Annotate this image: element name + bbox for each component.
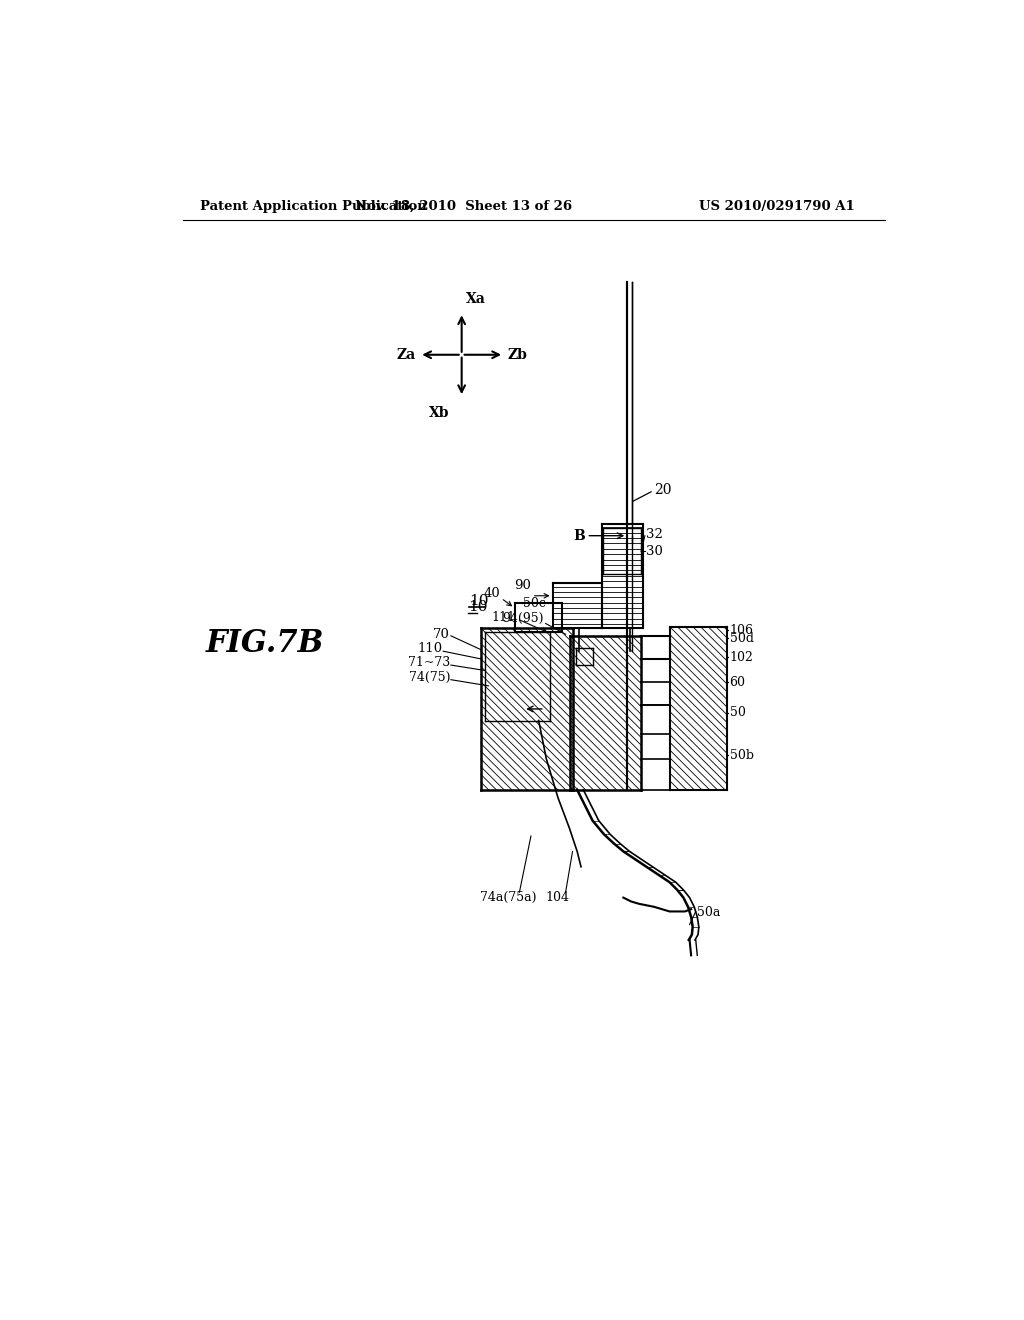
Text: 50d: 50d: [730, 631, 754, 644]
Text: US 2010/0291790 A1: US 2010/0291790 A1: [698, 199, 854, 213]
Text: 106: 106: [730, 624, 754, 638]
Text: 50a: 50a: [696, 907, 720, 920]
Text: 104: 104: [546, 891, 570, 904]
Text: 111: 111: [492, 611, 515, 624]
Text: 70: 70: [433, 628, 451, 640]
Text: Za: Za: [396, 347, 416, 362]
Text: Nov. 18, 2010  Sheet 13 of 26: Nov. 18, 2010 Sheet 13 of 26: [354, 199, 571, 213]
Text: 110: 110: [418, 643, 442, 656]
Text: Xb: Xb: [429, 407, 450, 420]
Text: 74(75): 74(75): [409, 671, 451, 684]
Text: 102: 102: [730, 651, 754, 664]
Text: 50: 50: [730, 706, 745, 719]
Text: 32: 32: [646, 528, 664, 541]
Text: 94(95): 94(95): [503, 612, 544, 626]
Text: 50c: 50c: [523, 597, 546, 610]
Text: Zb: Zb: [508, 347, 527, 362]
Text: B: B: [573, 529, 585, 543]
Text: Patent Application Publication: Patent Application Publication: [200, 199, 427, 213]
Text: 50b: 50b: [730, 748, 754, 762]
Text: 10: 10: [468, 599, 487, 614]
Text: 71~73: 71~73: [408, 656, 451, 669]
Text: Xa: Xa: [466, 292, 485, 306]
Text: 20: 20: [654, 483, 672, 496]
Text: 30: 30: [646, 545, 664, 557]
Text: 74a(75a): 74a(75a): [479, 891, 537, 904]
Text: 60: 60: [730, 676, 745, 689]
Text: 10: 10: [469, 594, 488, 609]
Text: 90: 90: [514, 579, 531, 593]
Text: FIG.7B: FIG.7B: [206, 628, 325, 659]
Text: 40: 40: [483, 587, 500, 601]
